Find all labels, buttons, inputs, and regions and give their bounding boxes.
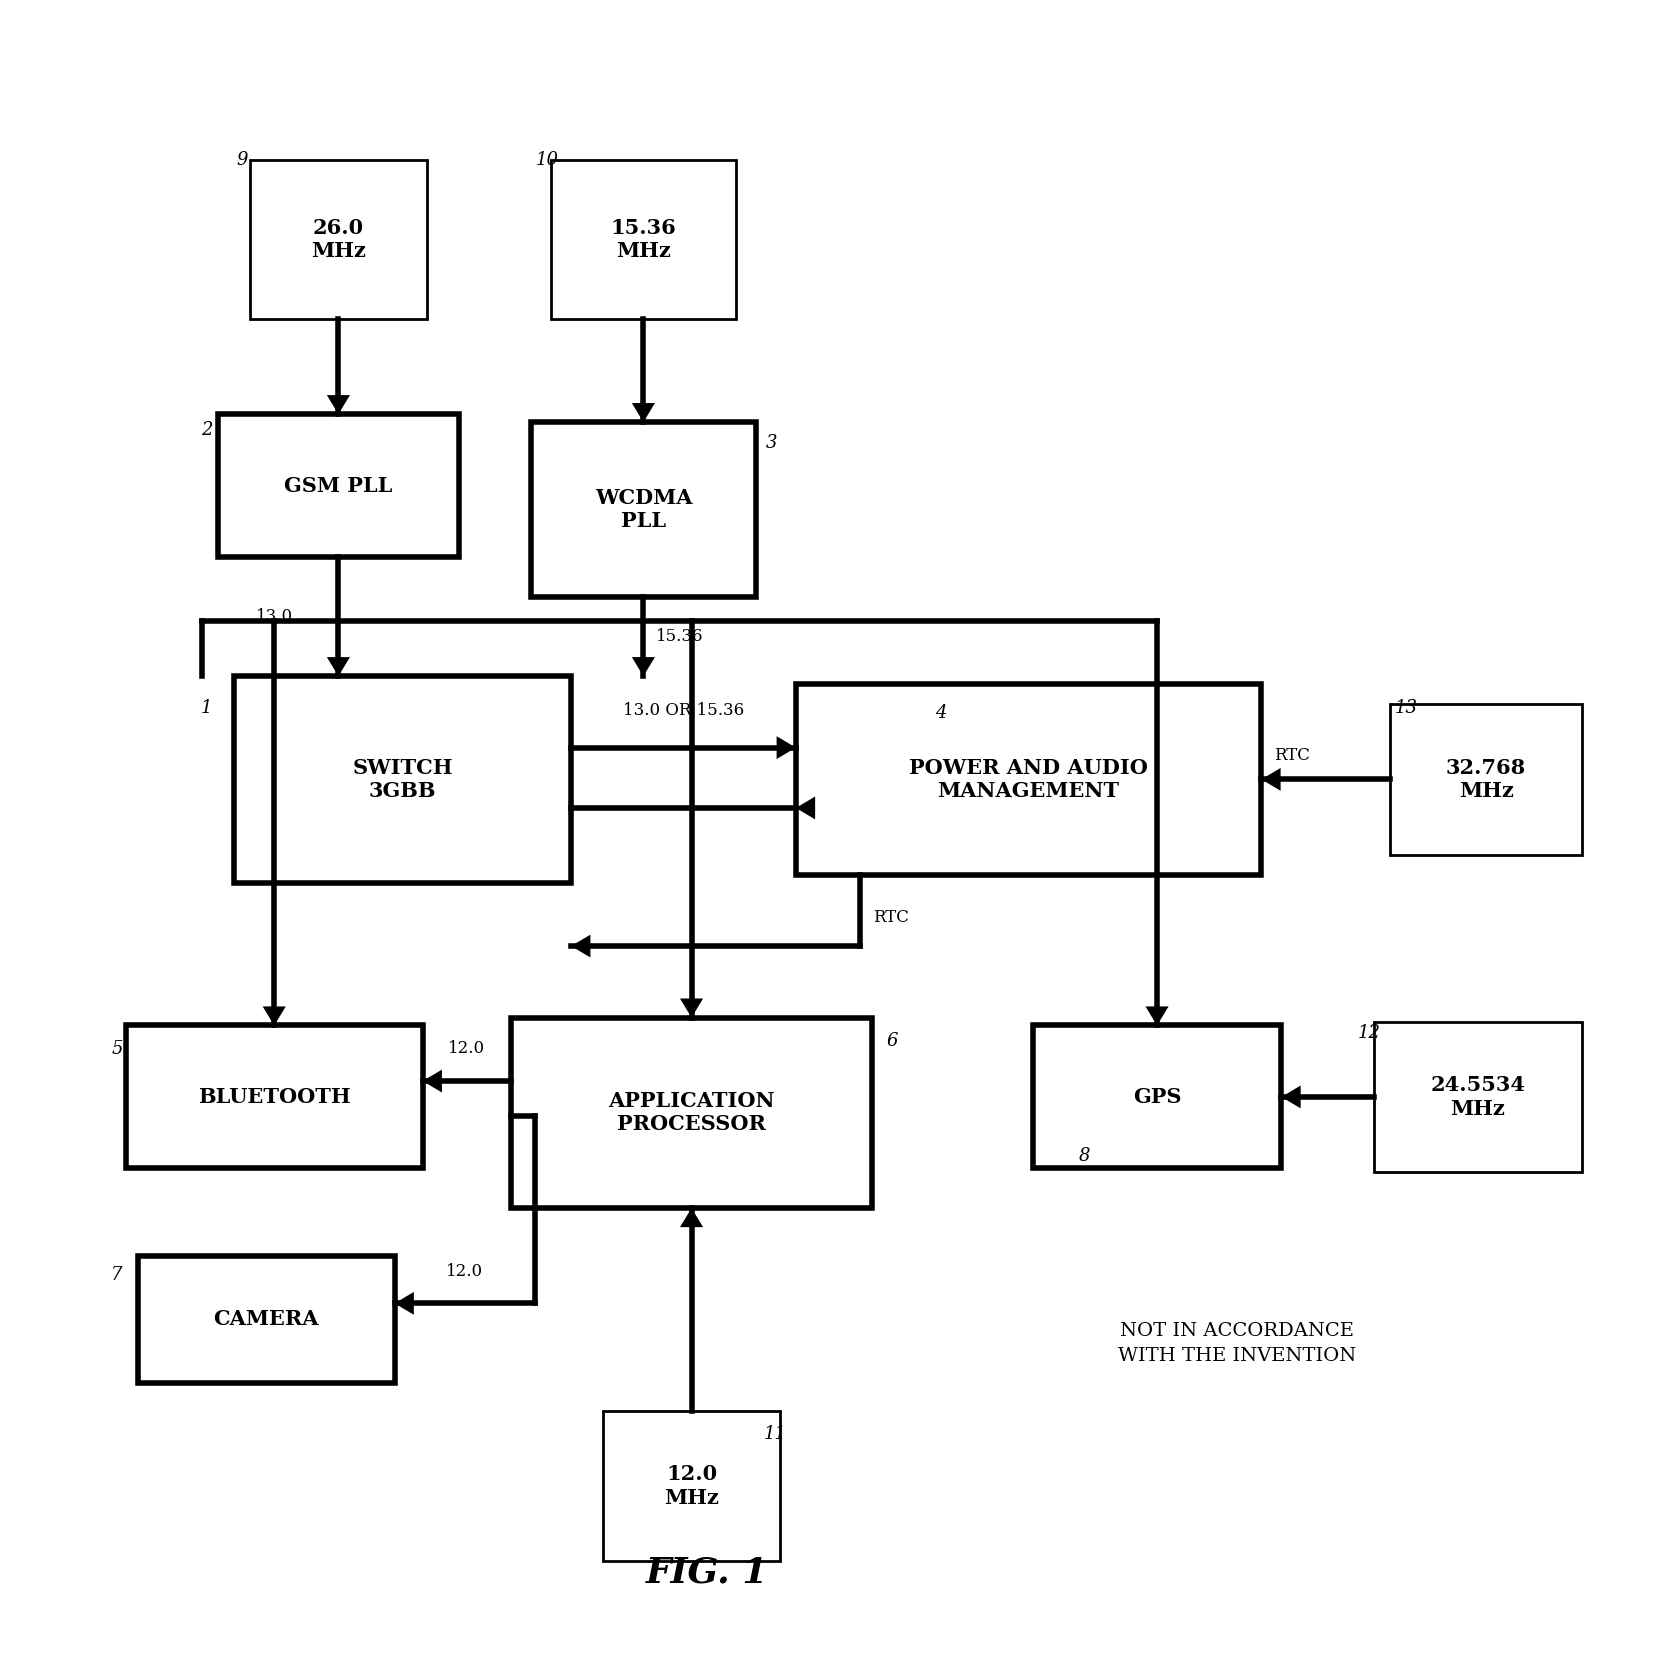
Text: 2: 2 (201, 422, 212, 438)
Text: 12.0: 12.0 (448, 1040, 485, 1057)
Text: 7: 7 (110, 1265, 122, 1284)
Polygon shape (1145, 1006, 1169, 1025)
Text: 15.36
MHz: 15.36 MHz (610, 218, 675, 261)
Text: POWER AND AUDIO
MANAGEMENT: POWER AND AUDIO MANAGEMENT (910, 758, 1149, 801)
Text: RTC: RTC (873, 910, 910, 926)
Text: 1: 1 (201, 700, 212, 716)
Text: 4: 4 (935, 703, 946, 721)
Text: 5: 5 (110, 1040, 122, 1059)
Text: 12: 12 (1358, 1024, 1381, 1042)
Polygon shape (681, 999, 704, 1017)
Bar (251, 160, 426, 319)
Polygon shape (423, 1070, 441, 1093)
Bar (1374, 1022, 1582, 1173)
Bar (1033, 1025, 1281, 1168)
Polygon shape (395, 1292, 415, 1315)
Text: FIG. 1: FIG. 1 (647, 1555, 769, 1589)
Text: 15.36: 15.36 (655, 629, 704, 645)
Bar (125, 1025, 423, 1168)
Polygon shape (681, 1207, 704, 1227)
Bar (137, 1255, 395, 1383)
Polygon shape (776, 736, 796, 759)
Text: CAMERA: CAMERA (214, 1310, 319, 1330)
Polygon shape (1281, 1085, 1301, 1108)
Text: 13.0 OR 15.36: 13.0 OR 15.36 (624, 701, 744, 719)
Text: 9: 9 (236, 151, 247, 169)
Text: WCDMA
PLL: WCDMA PLL (595, 488, 692, 531)
Polygon shape (632, 404, 655, 422)
Text: BLUETOOTH: BLUETOOTH (197, 1087, 351, 1107)
Text: NOT IN ACCORDANCE
WITH THE INVENTION: NOT IN ACCORDANCE WITH THE INVENTION (1119, 1322, 1356, 1365)
Text: 3: 3 (766, 433, 777, 452)
Bar (604, 1411, 779, 1561)
Text: RTC: RTC (1274, 748, 1311, 764)
Text: SWITCH
3GBB: SWITCH 3GBB (353, 758, 453, 801)
Text: 12.0: 12.0 (446, 1262, 483, 1280)
Text: 13: 13 (1394, 700, 1418, 716)
Polygon shape (796, 797, 816, 819)
Text: APPLICATION
PROCESSOR: APPLICATION PROCESSOR (609, 1092, 774, 1135)
Polygon shape (632, 657, 655, 676)
Bar (217, 414, 458, 557)
Text: 32.768
MHz: 32.768 MHz (1446, 758, 1527, 801)
Text: 24.5534
MHz: 24.5534 MHz (1431, 1075, 1525, 1118)
Bar (234, 676, 572, 883)
Text: 11: 11 (764, 1424, 786, 1442)
Text: 6: 6 (886, 1032, 898, 1050)
Text: 13.0: 13.0 (256, 609, 294, 625)
Text: 26.0
MHz: 26.0 MHz (311, 218, 366, 261)
Polygon shape (1261, 767, 1281, 791)
Bar (796, 685, 1261, 875)
Text: 10: 10 (535, 151, 558, 169)
Text: GSM PLL: GSM PLL (284, 476, 393, 496)
Polygon shape (263, 1006, 286, 1025)
Polygon shape (326, 657, 349, 676)
Text: 8: 8 (1078, 1146, 1090, 1164)
Polygon shape (326, 395, 349, 414)
Bar (1389, 705, 1582, 855)
Text: GPS: GPS (1132, 1087, 1182, 1107)
Text: 12.0
MHz: 12.0 MHz (664, 1464, 719, 1507)
Bar (512, 1017, 873, 1207)
Bar (532, 422, 756, 597)
Polygon shape (572, 935, 590, 958)
Bar (552, 160, 736, 319)
